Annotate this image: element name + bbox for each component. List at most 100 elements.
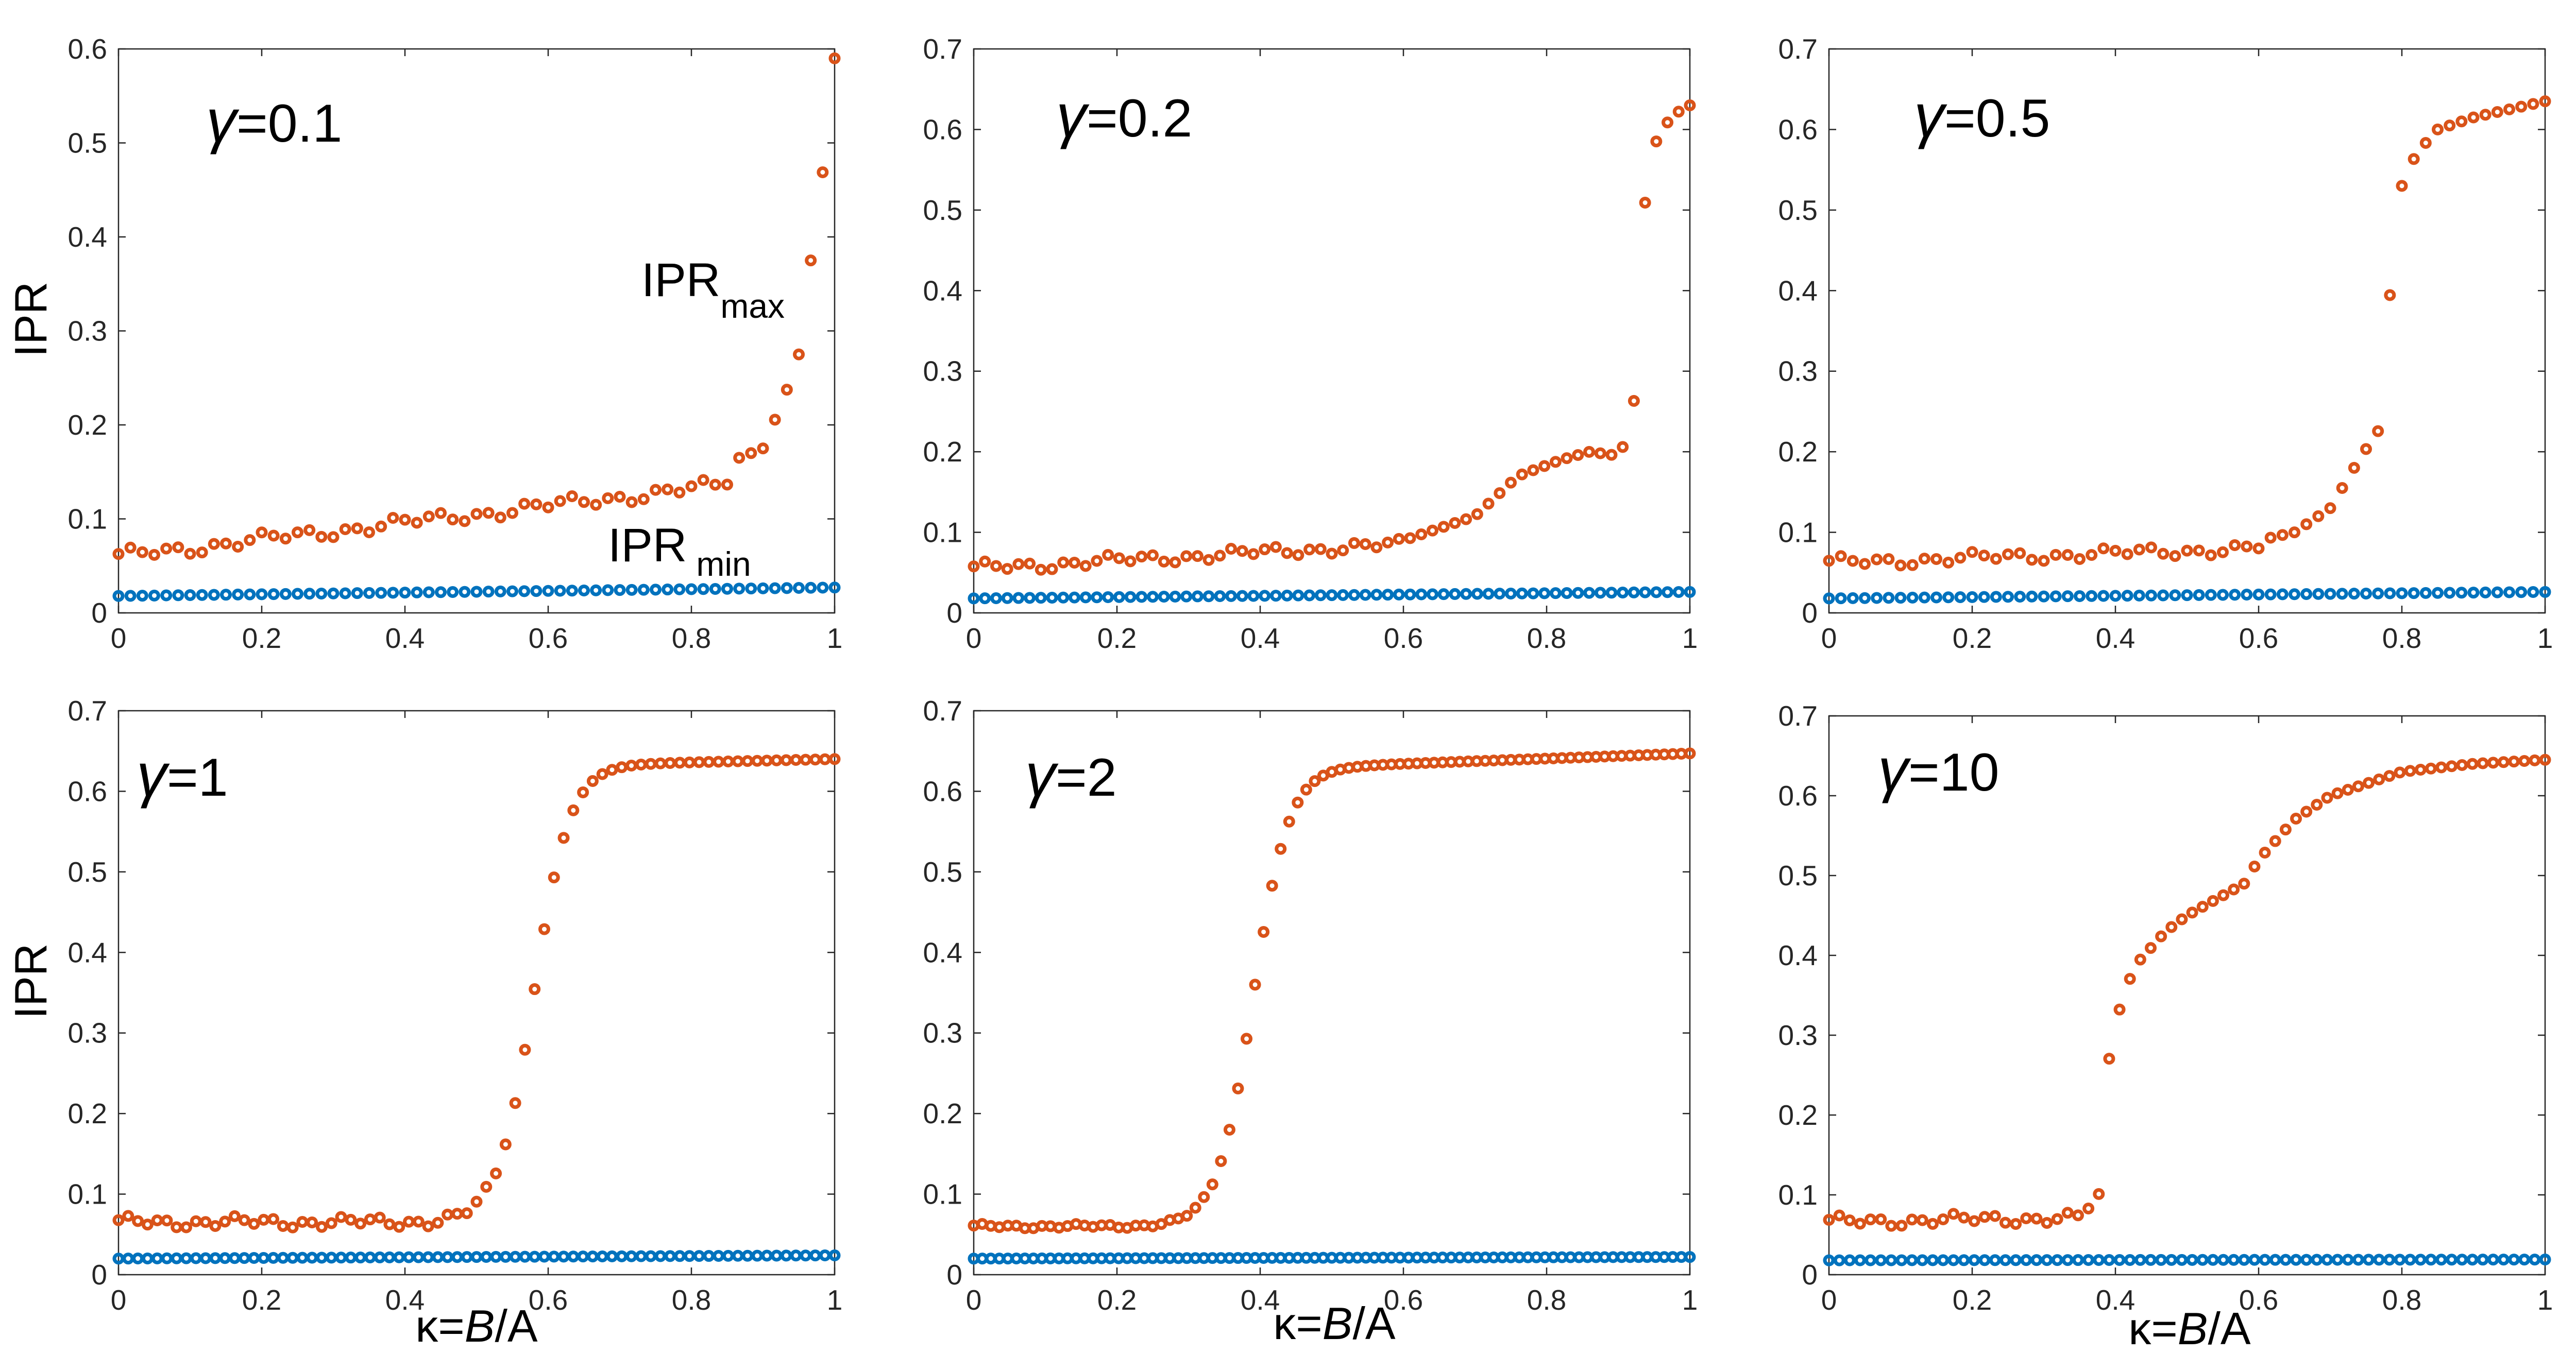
data-point-ipr-min [1236,590,1248,602]
data-point-ipr-min [2497,1254,2510,1266]
data-point-ipr-min [2124,1254,2136,1266]
data-point-ipr-min [1947,1254,1960,1266]
xlabel-eq: = [2151,1303,2177,1354]
x-tick-label: 1 [1682,1284,1698,1316]
data-point-ipr-min [1605,587,1618,599]
data-point-ipr-min [673,1250,686,1262]
y-tick-label: 0.2 [1778,436,1818,468]
data-point-ipr-max [2363,777,2375,789]
data-point-ipr-max [2157,547,2170,560]
data-point-ipr-max [703,756,715,768]
data-point-ipr-min [494,585,506,597]
data-point-ipr-min [2144,1254,2157,1266]
panel-1: 0 0.2 0.4 0.6 0.8 1 0 0.1 0.2 0.3 0.4 0.5 0.6 γ=0.1 [68,33,843,654]
data-point-ipr-max [1605,449,1618,461]
data-point-ipr-max [2061,549,2074,561]
data-point-ipr-min [1415,588,1428,601]
data-point-ipr-max [2181,544,2193,557]
data-point-ipr-min [2093,1254,2105,1266]
data-point-ipr-max [180,1221,192,1233]
data-point-ipr-min [1885,1254,1897,1266]
data-point-ipr-max [2491,106,2503,118]
data-point-ipr-min [220,589,232,601]
y-tick-label: 0.1 [1778,517,1818,549]
x-tick-label: 0 [111,622,127,654]
data-point-ipr-min [703,1250,715,1262]
data-point-ipr-min [1942,591,1955,604]
data-point-ipr-min [790,1249,802,1262]
x-tick-label: 0.8 [1527,1284,1566,1316]
data-point-ipr-min [451,1251,463,1263]
data-point-ipr-min [828,1249,841,1261]
data-point-ipr-max [1437,521,1450,533]
data-point-ipr-max [1303,543,1316,556]
ylabel-bottom: IPR [5,944,56,1019]
data-point-ipr-max [590,499,602,511]
gamma-symbol: γ [1914,82,1947,150]
data-point-ipr-max [1035,563,1047,576]
x-tick-label: 1 [827,1284,843,1316]
data-point-ipr-min [2074,590,2086,602]
data-point-ipr-max [1937,1213,1950,1226]
gamma-title: γ=0.5 [1914,82,2050,150]
data-point-ipr-min [1978,1254,1991,1266]
ipr-min-annotation: IPR min [608,519,751,583]
data-point-ipr-max [1068,556,1080,569]
data-point-ipr-max [685,480,698,492]
data-point-ipr-min [1460,588,1472,600]
data-point-ipr-max [2093,1188,2105,1200]
xlabel-b: B [2178,1303,2208,1354]
data-point-ipr-max [2082,1203,2095,1215]
data-point-ipr-max [2103,1053,2115,1065]
data-point-ipr-min [184,589,196,602]
y-tick-label: 0 [946,597,962,629]
data-point-ipr-max [208,538,220,550]
data-point-ipr-max [387,511,399,524]
y-tick-label: 0.4 [923,936,962,968]
x-tick-label: 0 [1821,1284,1837,1316]
data-point-ipr-min [1926,1254,1939,1266]
data-point-ipr-min [219,1252,231,1264]
y-tick-label: 0.4 [1778,939,1818,971]
data-point-ipr-max [683,756,696,768]
data-point-ipr-max [529,983,541,996]
data-point-ipr-max [351,522,363,535]
data-point-ipr-min [1549,587,1562,599]
data-point-ipr-min [1303,589,1316,602]
data-point-ipr-max [2321,792,2333,804]
x-tick-label: 0.8 [672,1284,711,1316]
data-point-ipr-max [480,1180,493,1193]
data-point-ipr-min [151,1252,163,1264]
data-point-ipr-max [220,537,232,550]
y-tick-label: 0.4 [1778,275,1818,306]
data-point-ipr-min [447,586,459,598]
data-point-ipr-min [2372,587,2384,599]
data-point-ipr-max [1926,1218,1939,1230]
data-point-ipr-min [625,584,638,596]
data-point-ipr-max [1225,543,1238,555]
data-point-ipr-min [1214,590,1226,603]
data-point-ipr-max [2238,878,2250,890]
data-point-ipr-max [2331,787,2344,799]
data-point-ipr-max [2038,555,2050,567]
data-point-ipr-max [422,510,435,523]
data-point-ipr-min [2269,1254,2281,1266]
data-point-ipr-min [1426,588,1438,601]
x-tick-label: 0.2 [242,1284,281,1316]
data-point-ipr-min [422,1251,434,1263]
data-point-ipr-min [542,585,554,597]
data-point-ipr-max [124,541,137,554]
data-point-ipr-max [2372,425,2384,437]
data-point-ipr-max [451,1208,463,1220]
data-point-ipr-min [2539,586,2551,598]
data-point-ipr-max [306,1216,318,1228]
data-point-ipr-max [232,540,244,553]
data-point-ipr-min [190,1252,202,1264]
data-point-ipr-max [548,871,560,884]
data-point-ipr-max [1617,441,1629,453]
data-point-ipr-max [2259,847,2271,859]
data-point-ipr-max [1158,555,1170,568]
data-point-ipr-min [2196,1254,2209,1266]
axes-frame [1828,48,2546,614]
y-tick-label: 0.4 [68,221,107,253]
